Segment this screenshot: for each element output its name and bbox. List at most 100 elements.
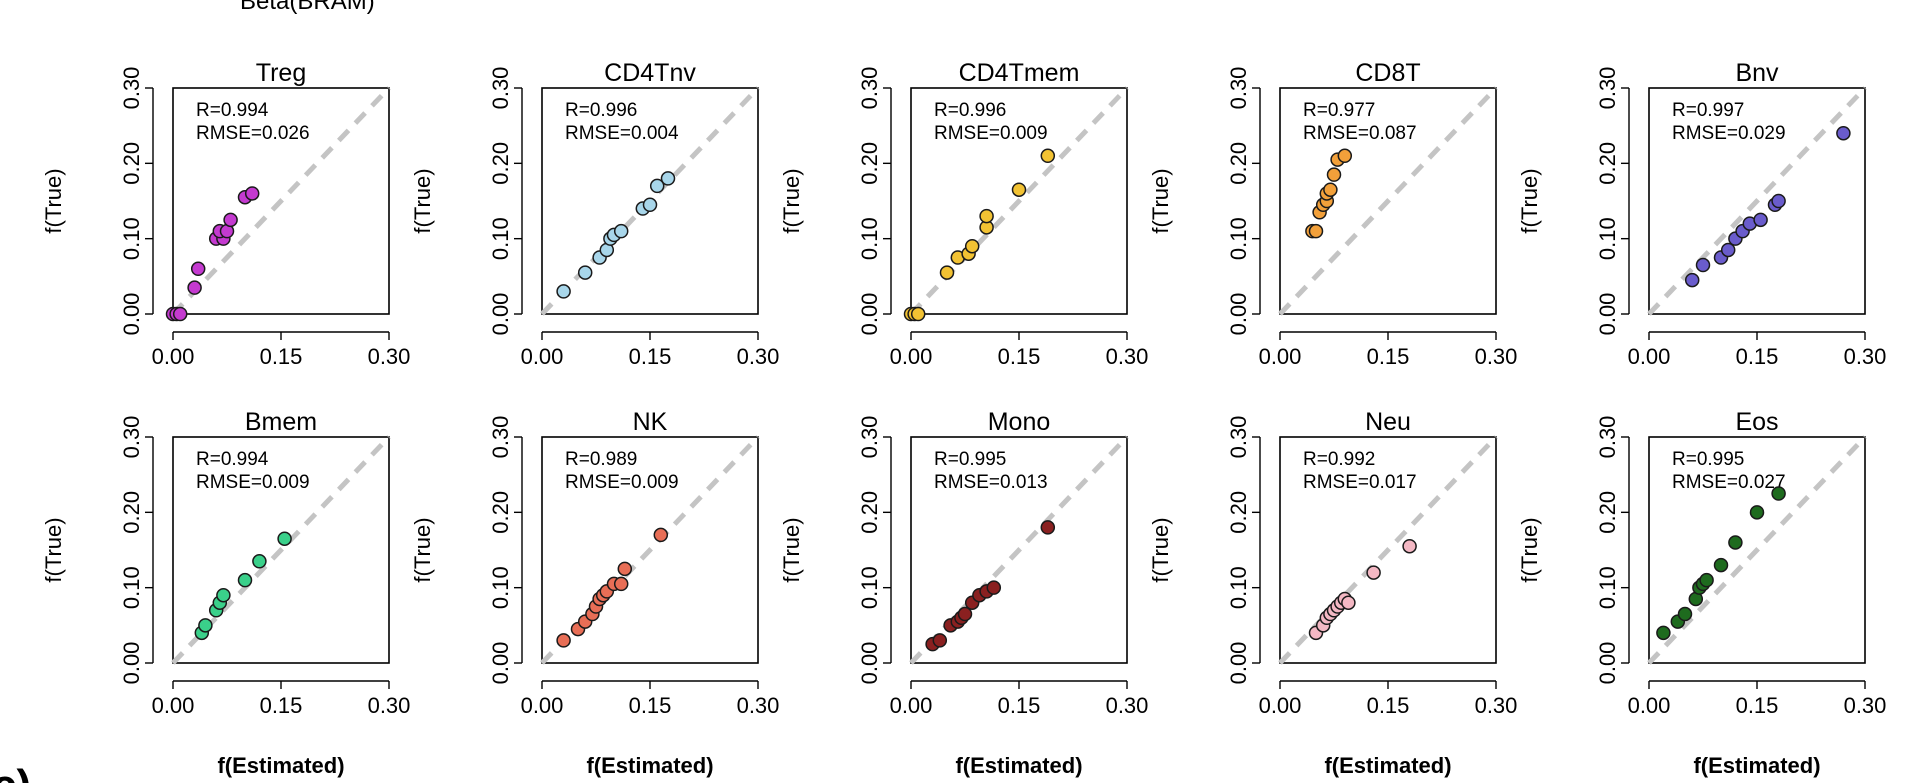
y-axis-label: f(True)	[1517, 168, 1542, 233]
stat-rmse: RMSE=0.009	[934, 123, 1048, 144]
y-tick-label: 0.10	[857, 566, 882, 609]
plot-frame	[172, 87, 390, 315]
y-tick-label: 0.20	[857, 491, 882, 534]
stat-rmse: RMSE=0.026	[196, 123, 310, 144]
data-point	[1753, 212, 1768, 228]
y-axis-label: f(True)	[779, 517, 804, 582]
x-tick-label: 0.00	[521, 693, 564, 718]
panel-mono: Mono 0.00 0.10 0.20 0.30 0.00 0.15 0.30 f(True) f…	[779, 408, 1148, 778]
panel-title: CD4Tmem	[959, 59, 1080, 87]
data-point	[649, 178, 665, 194]
plot-frame	[1648, 87, 1866, 315]
stat-r: R=0.994	[196, 449, 269, 470]
y-tick-label: 0.10	[119, 566, 144, 609]
y-axis-label: f(True)	[41, 517, 66, 582]
y-axis-label: f(True)	[410, 517, 435, 582]
panel-title: Eos	[1735, 408, 1778, 436]
x-tick-label: 0.15	[1367, 693, 1410, 718]
x-axis-label: f(Estimated)	[1693, 753, 1820, 778]
data-point	[979, 208, 994, 224]
data-point	[1040, 520, 1056, 535]
panel-eos: Eos 0.00 0.10 0.20 0.30 0.00 0.15 0.30 f(True) f(…	[1517, 408, 1886, 778]
stat-r: R=0.992	[1303, 449, 1375, 470]
plot-frame	[1279, 87, 1497, 315]
data-point	[1699, 572, 1714, 588]
data-point	[1728, 535, 1743, 550]
panel-bnv: Bnv 0.00 0.10 0.20 0.30 0.00 0.15 0.30 f(True) R=…	[1517, 59, 1886, 369]
data-point	[1677, 606, 1693, 622]
stat-r: R=0.995	[1672, 449, 1744, 470]
y-tick-label: 0.20	[1226, 142, 1251, 185]
data-point	[556, 284, 571, 299]
identity-line	[909, 86, 1129, 316]
y-tick-label: 0.10	[488, 217, 513, 260]
x-tick-label: 0.15	[629, 693, 672, 718]
data-point	[252, 554, 267, 569]
x-tick-label: 0.15	[998, 693, 1041, 718]
y-tick-label: 0.00	[119, 642, 144, 685]
data-point	[939, 265, 955, 280]
y-tick-label: 0.00	[1226, 293, 1251, 336]
y-tick-label: 0.20	[119, 142, 144, 185]
data-point	[986, 580, 1002, 595]
x-tick-label: 0.00	[1259, 344, 1302, 369]
stat-rmse: RMSE=0.017	[1303, 472, 1417, 493]
x-axis-label: f(Estimated)	[586, 753, 713, 778]
data-point	[1713, 557, 1729, 573]
y-tick-label: 0.30	[1595, 416, 1620, 459]
plot-frame	[910, 436, 1128, 664]
x-tick-label: 0.30	[737, 693, 780, 718]
plot-frame	[1648, 436, 1866, 664]
data-point	[957, 606, 973, 622]
data-point	[617, 561, 633, 577]
data-point	[172, 306, 188, 322]
data-point	[1326, 167, 1342, 182]
y-tick-label: 0.30	[1595, 67, 1620, 110]
panel-title: Bnv	[1735, 59, 1779, 87]
x-axis-label: f(Estimated)	[955, 753, 1082, 778]
x-tick-label: 0.30	[368, 344, 411, 369]
panel-nk: NK 0.00 0.10 0.20 0.30 0.00 0.15 0.30 f(True) f(E…	[410, 408, 779, 778]
data-point	[223, 212, 238, 228]
stat-rmse: RMSE=0.009	[196, 472, 310, 493]
x-tick-label: 0.15	[1736, 344, 1779, 369]
data-point	[1656, 625, 1671, 641]
x-tick-label: 0.15	[629, 344, 672, 369]
y-tick-label: 0.30	[488, 416, 513, 459]
data-point	[277, 531, 292, 546]
panel-cd4tmem: CD4Tmem 0.00 0.10 0.20 0.30 0.00 0.15 0.30 f(Tru…	[779, 59, 1148, 369]
x-tick-label: 0.30	[1844, 344, 1887, 369]
y-tick-label: 0.00	[488, 642, 513, 685]
data-point	[613, 223, 629, 239]
y-tick-label: 0.10	[1595, 566, 1620, 609]
panel-treg: Treg 0.00 0.10 0.20 0.30 0.00 0.15 0.30 f(True) R…	[41, 59, 410, 369]
x-tick-label: 0.00	[890, 344, 933, 369]
x-tick-label: 0.30	[1475, 693, 1518, 718]
data-point	[1749, 505, 1765, 520]
panel-cd8t: CD8T 0.00 0.10 0.20 0.30 0.00 0.15 0.30 f(True) R…	[1148, 59, 1517, 369]
x-tick-label: 0.30	[1106, 344, 1149, 369]
stat-rmse: RMSE=0.087	[1303, 123, 1417, 144]
plot-frame	[541, 436, 759, 664]
panel-title: Neu	[1365, 408, 1411, 436]
data-point	[556, 633, 571, 648]
y-tick-label: 0.00	[857, 642, 882, 685]
data-point	[237, 572, 253, 588]
x-axis-label: f(Estimated)	[217, 753, 344, 778]
stat-rmse: RMSE=0.004	[565, 123, 679, 144]
y-tick-label: 0.10	[1595, 217, 1620, 260]
panel-bmem: Bmem 0.00 0.10 0.20 0.30 0.00 0.15 0.30 f(True) f…	[41, 408, 410, 778]
stat-r: R=0.994	[196, 100, 269, 121]
y-tick-label: 0.30	[857, 67, 882, 110]
panel-title: Treg	[256, 59, 306, 87]
data-point	[1011, 182, 1027, 197]
identity-line	[1278, 86, 1498, 316]
data-point	[1771, 193, 1786, 209]
data-point	[642, 197, 658, 213]
x-tick-label: 0.15	[1736, 693, 1779, 718]
x-tick-label: 0.00	[152, 693, 195, 718]
identity-line	[1647, 435, 1867, 665]
identity-line	[909, 435, 1129, 665]
y-tick-label: 0.00	[1595, 293, 1620, 336]
y-tick-label: 0.30	[119, 416, 144, 459]
